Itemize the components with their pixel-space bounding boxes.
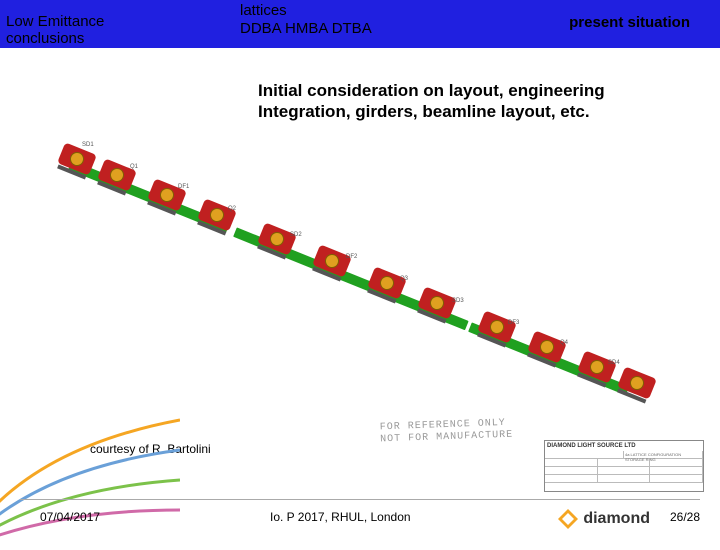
footer-divider bbox=[20, 499, 700, 500]
body-line2: Integration, girders, beamline layout, e… bbox=[258, 102, 590, 121]
slide-header: Low Emittance conclusions lattices DDBA … bbox=[0, 0, 720, 48]
magnet-label: DF1 bbox=[178, 184, 189, 190]
header-left-line1: Low Emittance bbox=[6, 13, 104, 30]
magnet-label: Q4 bbox=[560, 340, 568, 346]
magnet-label: SD1 bbox=[82, 142, 94, 148]
header-right-text: present situation bbox=[569, 14, 690, 31]
credit-text: courtesy of R. Bartolini bbox=[90, 442, 211, 456]
footer-logo-text: diamond bbox=[583, 510, 650, 528]
titleblock-title: 4a LATTICE CONFIGURATION STORAGE RING bbox=[624, 451, 703, 458]
header-left: Low Emittance conclusions bbox=[6, 14, 104, 47]
body-line1: Initial consideration on layout, enginee… bbox=[258, 81, 605, 100]
magnet-label: Q1 bbox=[130, 164, 138, 170]
magnet bbox=[197, 198, 237, 231]
magnet-label: Q2 bbox=[228, 206, 236, 212]
magnet-label: SD3 bbox=[452, 298, 464, 304]
titleblock-org: DIAMOND LIGHT SOURCE LTD bbox=[545, 441, 703, 451]
magnet-label: DF2 bbox=[346, 254, 357, 260]
drawing-titleblock: DIAMOND LIGHT SOURCE LTD 4a LATTICE CONF… bbox=[544, 440, 704, 492]
watermark: FOR REFERENCE ONLY NOT FOR MANUFACTURE bbox=[380, 418, 514, 447]
magnet-label: SD2 bbox=[290, 232, 302, 238]
beamline-diagram: SD1 Q1 DF1 Q2 SD2 DF2 Q3 SD3 DF3 Q4 SD4 bbox=[60, 140, 660, 440]
header-right: present situation bbox=[569, 14, 690, 31]
header-center-line1: lattices bbox=[240, 2, 287, 19]
footer-date: 07/04/2017 bbox=[40, 510, 100, 524]
magnet-label: SD4 bbox=[608, 360, 620, 366]
magnet-label: DF3 bbox=[508, 320, 519, 326]
footer-page: 26/28 bbox=[670, 510, 700, 524]
header-center-line2: DDBA HMBA DTBA bbox=[240, 20, 372, 37]
magnet-label: Q3 bbox=[400, 276, 408, 282]
diamond-icon bbox=[557, 508, 579, 530]
footer-logo: diamond bbox=[557, 508, 650, 530]
body-text: Initial consideration on layout, enginee… bbox=[258, 80, 605, 123]
header-center: lattices DDBA HMBA DTBA bbox=[240, 2, 372, 38]
header-left-line2: conclusions bbox=[6, 30, 84, 47]
credit-label: courtesy of R. Bartolini bbox=[90, 442, 211, 456]
footer-center: Io. P 2017, RHUL, London bbox=[270, 510, 411, 524]
magnet bbox=[617, 366, 657, 399]
